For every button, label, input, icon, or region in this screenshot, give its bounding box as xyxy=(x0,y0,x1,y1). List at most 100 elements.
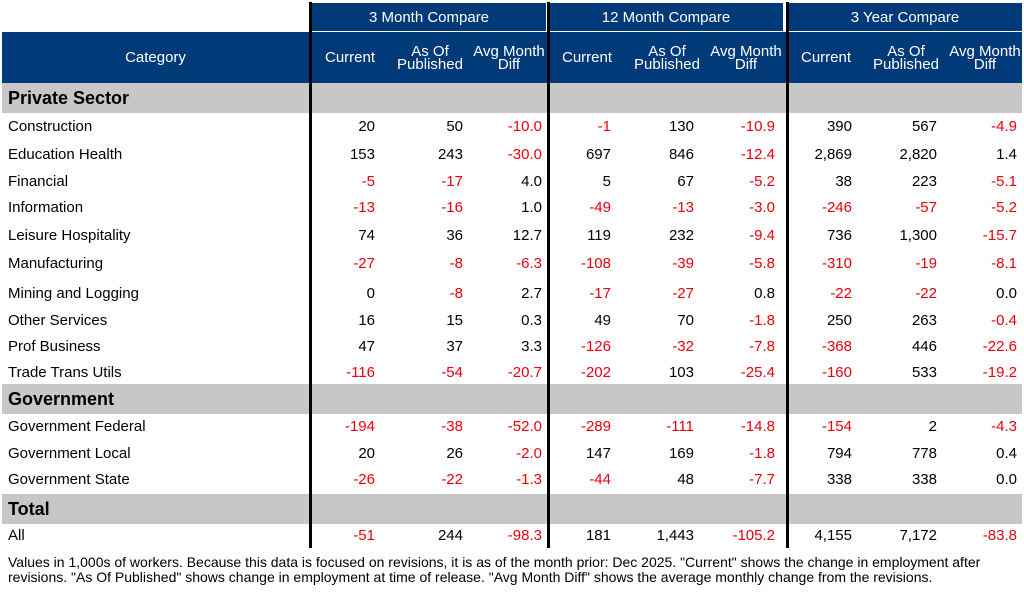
data-cell: 50 xyxy=(446,117,463,135)
data-cell: -44 xyxy=(589,470,611,488)
data-cell: 38 xyxy=(835,172,852,190)
data-cell: 0.0 xyxy=(996,284,1017,302)
data-cell: 119 xyxy=(587,226,611,244)
table-row: Other Services 16 15 0.3 49 70 -1.8 250 263 -0.4 xyxy=(2,307,1022,333)
data-cell: 20 xyxy=(358,117,375,135)
column-header-avg-month-diff: Avg Month Diff xyxy=(949,42,1021,73)
row-label: Information xyxy=(8,198,84,216)
data-cell: 2 xyxy=(928,417,937,435)
data-cell: -22 xyxy=(830,284,852,302)
data-cell: -202 xyxy=(580,363,611,381)
data-cell: -289 xyxy=(580,417,611,435)
data-cell: -194 xyxy=(344,417,375,435)
data-cell: 697 xyxy=(585,145,611,163)
data-cell: -8.1 xyxy=(991,254,1017,272)
data-cell: 1.0 xyxy=(521,198,542,216)
section-label: Total xyxy=(8,498,50,519)
data-cell: -19 xyxy=(915,254,937,272)
data-cell: -22 xyxy=(915,284,937,302)
data-cell: 1.4 xyxy=(996,145,1017,163)
data-cell: -4.9 xyxy=(991,117,1017,135)
data-cell: 232 xyxy=(668,226,694,244)
data-cell: 74 xyxy=(358,226,375,244)
data-cell: 12.7 xyxy=(512,226,542,244)
data-cell: -39 xyxy=(672,254,694,272)
data-cell: -14.8 xyxy=(740,417,775,435)
data-cell: -368 xyxy=(821,337,852,355)
data-cell: 2,869 xyxy=(814,145,852,163)
data-cell: -7.8 xyxy=(749,337,775,355)
section-label: Government xyxy=(8,388,115,409)
data-cell: 181 xyxy=(585,526,611,544)
data-cell: -1.8 xyxy=(749,311,775,329)
data-cell: 846 xyxy=(668,145,694,163)
data-cell: 169 xyxy=(668,444,694,462)
table-row: Government Local 20 26 -2.0 147 169 -1.8 794 778… xyxy=(2,440,1022,466)
data-cell: -5 xyxy=(361,172,375,190)
data-cell: -52.0 xyxy=(507,417,542,435)
data-cell: -105.2 xyxy=(732,526,775,544)
data-cell: 736 xyxy=(826,226,852,244)
data-cell: 4.0 xyxy=(521,172,542,190)
table-row: Trade Trans Utils -116 -54 -20.7 -202 103 -25.… xyxy=(2,359,1022,385)
table-row: Mining and Logging 0 -8 2.7 -17 -27 0.8 -22 -22 0… xyxy=(2,280,1022,306)
data-cell: -54 xyxy=(441,363,463,381)
data-cell: 263 xyxy=(911,311,937,329)
data-cell: 0.8 xyxy=(754,284,775,302)
data-cell: -6.3 xyxy=(516,254,542,272)
data-cell: 243 xyxy=(437,145,463,163)
data-cell: -15.7 xyxy=(982,226,1017,244)
row-label: Government State xyxy=(8,470,130,488)
data-cell: 2.7 xyxy=(521,284,542,302)
data-cell: 103 xyxy=(668,363,694,381)
row-label: Trade Trans Utils xyxy=(8,363,122,381)
data-cell: 130 xyxy=(668,117,694,135)
footnote: Values in 1,000s of workers. Because thi… xyxy=(8,554,981,585)
data-cell: -26 xyxy=(353,470,375,488)
data-cell: 147 xyxy=(585,444,611,462)
data-cell: -9.4 xyxy=(749,226,775,244)
row-label: Education Health xyxy=(8,145,123,163)
data-cell: -5.1 xyxy=(991,172,1017,190)
data-cell: -5.2 xyxy=(749,172,775,190)
group-header-12-month-compare: 12 Month Compare xyxy=(549,3,783,31)
table-row: Information -13 -16 1.0 -49 -13 -3.0 -246 -57 -5.… xyxy=(2,194,1022,220)
data-cell: 0.4 xyxy=(996,444,1017,462)
table-row: Financial -5 -17 4.0 5 67 -5.2 38 223 -5.1 xyxy=(2,168,1022,194)
data-cell: -116 xyxy=(346,363,375,381)
data-cell: -2.0 xyxy=(516,444,542,462)
data-cell: -10.0 xyxy=(507,117,542,135)
data-cell: 67 xyxy=(677,172,694,190)
data-cell: -38 xyxy=(441,417,463,435)
data-cell: 16 xyxy=(358,311,375,329)
data-cell: 2,820 xyxy=(899,145,937,163)
data-cell: 794 xyxy=(826,444,852,462)
data-cell: 3.3 xyxy=(521,337,542,355)
data-cell: 0 xyxy=(366,284,375,302)
data-cell: -4.3 xyxy=(991,417,1017,435)
data-cell: 250 xyxy=(826,311,852,329)
data-cell: -0.4 xyxy=(991,311,1017,329)
data-cell: 7,172 xyxy=(899,526,937,544)
data-cell: -10.9 xyxy=(740,117,775,135)
data-cell: 567 xyxy=(911,117,937,135)
column-separator xyxy=(786,2,789,548)
table-row: Leisure Hospitality 74 36 12.7 119 232 -9.4 736… xyxy=(2,222,1022,248)
data-cell: -13 xyxy=(353,198,375,216)
section-label: Private Sector xyxy=(8,87,130,108)
revisions-table: 3 Month Compare 12 Month Compare 3 Year Co… xyxy=(2,2,1022,548)
section-header-private-sector: Private Sector xyxy=(2,83,1022,113)
data-cell: 48 xyxy=(677,470,694,488)
data-cell: 244 xyxy=(437,526,463,544)
table-row: Government State -26 -22 -1.3 -44 48 -7.7 338 33… xyxy=(2,466,1022,492)
row-label: Construction xyxy=(8,117,93,135)
data-cell: 37 xyxy=(446,337,463,355)
column-separator xyxy=(547,2,550,548)
column-header-as-of-published: As Of Published xyxy=(634,42,700,73)
data-cell: -3.0 xyxy=(749,198,775,216)
data-cell: -16 xyxy=(441,198,463,216)
data-cell: -12.4 xyxy=(740,145,775,163)
data-cell: -160 xyxy=(821,363,852,381)
column-header-avg-month-diff: Avg Month Diff xyxy=(710,42,782,73)
data-cell: -310 xyxy=(821,254,852,272)
